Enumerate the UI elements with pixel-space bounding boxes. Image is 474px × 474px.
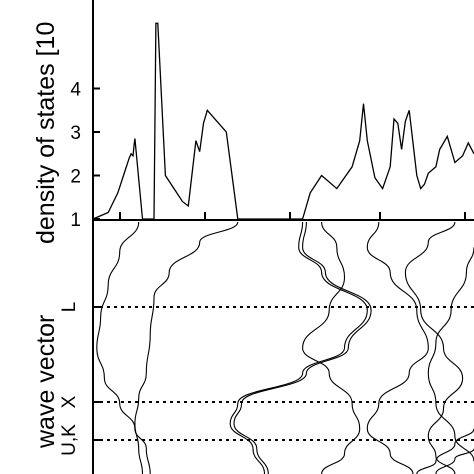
- band-line: [366, 221, 429, 474]
- band-group: [96, 221, 474, 474]
- band-line: [229, 221, 368, 474]
- band-line: [427, 247, 474, 462]
- band-line: [233, 221, 372, 474]
- dos-y-tick-label: 1: [70, 210, 81, 231]
- band-line: [435, 448, 474, 474]
- reference-line-group: [93, 306, 474, 441]
- wave-vector-tick-label: X: [59, 395, 80, 408]
- band-line: [96, 221, 151, 474]
- band-line: [416, 428, 474, 474]
- dos-curve: [92, 22, 474, 220]
- wave-vector-tick-group: L X U,K: [59, 302, 101, 456]
- dos-tick-group: 1 2 3 4: [70, 80, 466, 231]
- band-line: [302, 221, 361, 474]
- dos-y-tick-label: 2: [70, 167, 81, 188]
- band-line: [404, 221, 464, 474]
- wave-vector-tick-label: L: [59, 302, 80, 313]
- dos-curve-group: [92, 22, 474, 220]
- dos-axis-title: density of states [10: [32, 22, 60, 244]
- wave-vector-axis-title: wave vector: [32, 315, 60, 449]
- band-line: [134, 221, 239, 474]
- dos-y-tick-label: 4: [70, 80, 81, 101]
- wave-vector-tick-label: U,K: [59, 424, 80, 456]
- dos-y-tick-label: 3: [70, 123, 81, 144]
